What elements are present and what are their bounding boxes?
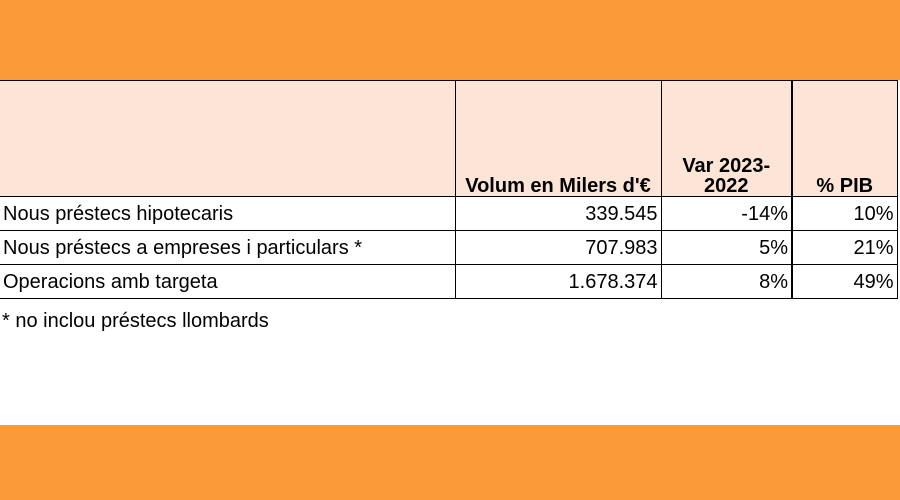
row-volume: 1.678.374 xyxy=(455,264,662,299)
footnote: * no inclou préstecs llombards xyxy=(2,310,269,332)
header-volume: Volum en Milers d'€ xyxy=(455,80,662,197)
row-gdp: 21% xyxy=(792,230,898,265)
bottom-orange-band xyxy=(0,425,900,500)
row-variation: -14% xyxy=(661,196,793,231)
table-row: Nous préstecs hipotecaris 339.545 -14% 1… xyxy=(0,196,898,231)
row-volume: 339.545 xyxy=(455,196,662,231)
row-label: Operacions amb targeta xyxy=(0,264,456,299)
row-variation: 8% xyxy=(661,264,793,299)
loans-table: Volum en Milers d'€ Var 2023-2022 % PIB … xyxy=(0,80,898,299)
table-row: Operacions amb targeta 1.678.374 8% 49% xyxy=(0,264,898,299)
header-variation: Var 2023-2022 xyxy=(661,80,793,197)
row-volume: 707.983 xyxy=(455,230,662,265)
header-label xyxy=(0,80,456,197)
header-gdp: % PIB xyxy=(792,80,898,197)
table-row: Nous préstecs a empreses i particulars *… xyxy=(0,230,898,265)
row-gdp: 49% xyxy=(792,264,898,299)
row-variation: 5% xyxy=(661,230,793,265)
row-label: Nous préstecs a empreses i particulars * xyxy=(0,230,456,265)
table-header-row: Volum en Milers d'€ Var 2023-2022 % PIB xyxy=(0,80,898,197)
row-gdp: 10% xyxy=(792,196,898,231)
row-label: Nous préstecs hipotecaris xyxy=(0,196,456,231)
top-orange-band xyxy=(0,0,900,80)
